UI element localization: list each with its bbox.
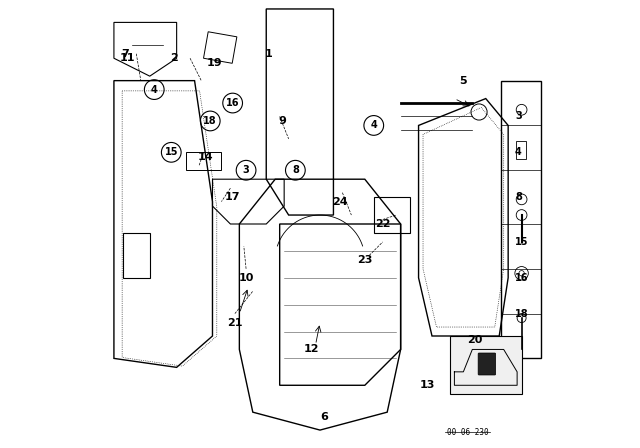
Text: 23: 23 — [357, 255, 372, 265]
Text: 00 06 230: 00 06 230 — [447, 428, 489, 437]
Text: 22: 22 — [375, 219, 390, 229]
Text: 14: 14 — [198, 152, 214, 162]
Text: 3: 3 — [243, 165, 250, 175]
Text: 4: 4 — [151, 85, 157, 95]
FancyBboxPatch shape — [478, 353, 495, 375]
Text: 6: 6 — [321, 412, 328, 422]
Text: 4: 4 — [371, 121, 377, 130]
Text: 13: 13 — [420, 380, 435, 390]
Text: 2: 2 — [170, 53, 179, 63]
Text: 3: 3 — [515, 112, 522, 121]
Text: 15: 15 — [164, 147, 178, 157]
Text: 8: 8 — [292, 165, 299, 175]
Text: 9: 9 — [278, 116, 286, 126]
Text: 15: 15 — [515, 237, 529, 247]
Text: 18: 18 — [204, 116, 217, 126]
Text: 12: 12 — [303, 345, 319, 354]
Text: 11: 11 — [120, 53, 135, 63]
Text: 20: 20 — [467, 336, 483, 345]
Text: 10: 10 — [238, 273, 254, 283]
Text: 24: 24 — [332, 197, 348, 207]
Text: 18: 18 — [515, 309, 529, 319]
Text: 17: 17 — [225, 192, 241, 202]
Text: 5: 5 — [460, 76, 467, 86]
Bar — [450, 336, 522, 394]
Text: 8: 8 — [515, 192, 522, 202]
Text: 1: 1 — [264, 49, 273, 59]
Text: 16: 16 — [226, 98, 239, 108]
Text: 4: 4 — [515, 147, 522, 157]
Text: 16: 16 — [515, 273, 529, 283]
Text: 21: 21 — [227, 318, 243, 327]
Bar — [204, 32, 237, 63]
Bar — [516, 141, 526, 159]
Text: 7: 7 — [121, 49, 129, 59]
Bar — [123, 233, 150, 278]
Text: 19: 19 — [207, 58, 223, 68]
Bar — [502, 81, 541, 358]
